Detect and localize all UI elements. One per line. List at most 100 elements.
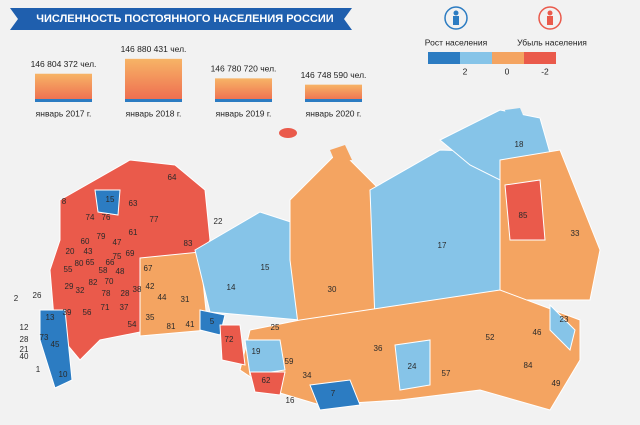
- title-banner: [10, 8, 352, 30]
- region-label: 20: [66, 247, 75, 256]
- title: ЧИСЛЕННОСТЬ ПОСТОЯННОГО НАСЕЛЕНИЯ РОССИИ: [36, 13, 334, 25]
- region-label: 12: [20, 323, 29, 332]
- legend-swatch: [492, 52, 524, 64]
- region-label: 13: [46, 313, 55, 322]
- category-label: январь 2018 г.: [126, 108, 182, 118]
- region-label: 32: [76, 286, 85, 295]
- region-label: 46: [533, 328, 542, 337]
- region-label: 34: [303, 371, 312, 380]
- region-label: 23: [560, 315, 569, 324]
- legend-swatch: [524, 52, 556, 64]
- region-label: 52: [486, 333, 495, 342]
- region-label: 37: [120, 303, 129, 312]
- region-label: 43: [84, 247, 93, 256]
- legend-tick: 2: [463, 66, 468, 76]
- bar: [125, 58, 182, 102]
- region-label: 83: [184, 239, 193, 248]
- legend-swatch: [460, 52, 492, 64]
- bar: [305, 84, 362, 102]
- region-label: 67: [144, 264, 153, 273]
- region-label: 24: [408, 362, 417, 371]
- region-label: 59: [285, 357, 294, 366]
- region-label: 78: [102, 289, 111, 298]
- region-label: 85: [519, 211, 528, 220]
- region-label: 84: [524, 361, 533, 370]
- legend-icon: [547, 10, 553, 16]
- region-label: 33: [571, 229, 580, 238]
- legend-swatch: [428, 52, 460, 64]
- region-label: 55: [64, 265, 73, 274]
- region-label: 19: [252, 347, 261, 356]
- value-label: 146 780 720 чел.: [211, 64, 277, 74]
- region-label: 69: [126, 249, 135, 258]
- category-label: январь 2020 г.: [306, 108, 362, 118]
- region-label: 80: [75, 259, 84, 268]
- bar-base: [125, 99, 182, 102]
- region-label: 31: [181, 295, 190, 304]
- region-label: 71: [101, 303, 110, 312]
- region-label: 60: [81, 237, 90, 246]
- value-label: 146 804 372 чел.: [31, 59, 97, 69]
- bar-base: [35, 99, 92, 102]
- bar-base: [215, 99, 272, 102]
- legend-decline: Убыль населения: [517, 37, 587, 47]
- region-label: 16: [286, 396, 295, 405]
- region-label: 42: [146, 282, 155, 291]
- legend-icon: [453, 16, 459, 25]
- value-label: 146 748 590 чел.: [301, 70, 367, 80]
- region-label: 70: [105, 277, 114, 286]
- region-label: 74: [86, 213, 95, 222]
- region-label: 30: [328, 285, 337, 294]
- region-label: 56: [83, 308, 92, 317]
- region-label: 35: [146, 313, 155, 322]
- region-label: 72: [225, 335, 234, 344]
- region-label: 25: [271, 323, 280, 332]
- bar: [215, 78, 272, 102]
- region-label: 22: [214, 217, 223, 226]
- region-label: 15: [106, 195, 115, 204]
- legend-tick: 0: [505, 66, 510, 76]
- legend-tick: -2: [541, 66, 549, 76]
- region-label: 82: [89, 278, 98, 287]
- region-label: 38: [133, 285, 142, 294]
- region-label: 5: [210, 317, 215, 326]
- region-label: 15: [261, 263, 270, 272]
- legend-icon: [547, 16, 553, 25]
- region-label: 73: [40, 333, 49, 342]
- region-label: 28: [121, 289, 130, 298]
- region-label: 10: [59, 370, 68, 379]
- region-label: 62: [262, 376, 271, 385]
- region-label: 17: [438, 241, 447, 250]
- legend-icon: [538, 6, 562, 30]
- region-label: 36: [374, 344, 383, 353]
- region-label: 75: [113, 252, 122, 261]
- value-label: 146 880 431 чел.: [121, 44, 187, 54]
- legend-icon: [444, 6, 468, 30]
- region-label: 65: [86, 258, 95, 267]
- region-label: 41: [186, 320, 195, 329]
- region-label: 49: [552, 379, 561, 388]
- region-label: 8: [62, 197, 67, 206]
- region-label: 48: [116, 267, 125, 276]
- region-label: 79: [97, 232, 106, 241]
- map: [39, 108, 601, 411]
- region-label: 61: [129, 228, 138, 237]
- bar-base: [305, 99, 362, 102]
- region-label: 39: [63, 308, 72, 317]
- region-label: 63: [129, 199, 138, 208]
- category-label: январь 2017 г.: [36, 108, 92, 118]
- region-label: 1: [36, 365, 41, 374]
- region-label: 77: [150, 215, 159, 224]
- region-label: 26: [33, 291, 42, 300]
- region-label: 40: [20, 352, 29, 361]
- region-label: 47: [113, 238, 122, 247]
- region-label: 18: [515, 140, 524, 149]
- region-label: 64: [168, 173, 177, 182]
- region-label: 14: [227, 283, 236, 292]
- region-label: 7: [331, 389, 336, 398]
- region-label: 76: [102, 213, 111, 222]
- region-label: 57: [442, 369, 451, 378]
- region-label: 21: [20, 345, 29, 354]
- region-label: 45: [51, 340, 60, 349]
